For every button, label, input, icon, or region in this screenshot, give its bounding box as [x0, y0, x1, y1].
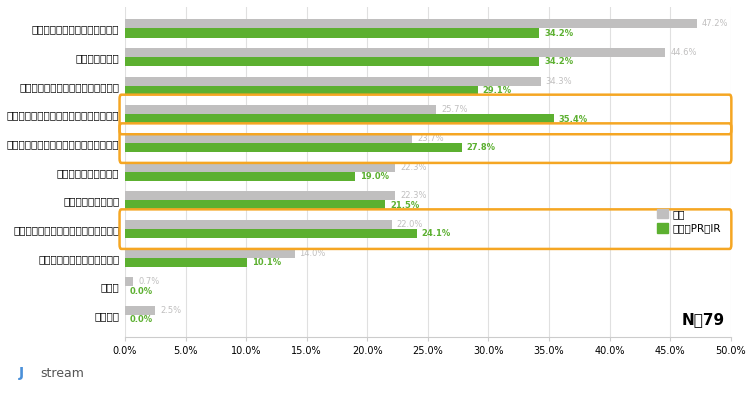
Bar	[125, 48, 666, 57]
Bar	[125, 134, 412, 143]
Bar	[125, 86, 477, 95]
Text: 29.1%: 29.1%	[483, 86, 511, 95]
Bar	[125, 191, 395, 201]
Bar	[125, 19, 697, 28]
Text: 14.0%: 14.0%	[300, 249, 326, 258]
Bar	[125, 229, 417, 238]
Text: 0.0%: 0.0%	[130, 315, 153, 324]
Bar	[125, 201, 386, 210]
Text: 10.1%: 10.1%	[252, 258, 282, 267]
Bar	[125, 258, 247, 267]
Text: 0.0%: 0.0%	[130, 287, 153, 295]
Legend: 全体, 広報・PR・IR: 全体, 広報・PR・IR	[653, 205, 726, 238]
Bar	[125, 77, 541, 86]
Bar	[125, 248, 294, 258]
Text: 34.2%: 34.2%	[544, 57, 573, 66]
Text: J: J	[19, 365, 24, 380]
Text: 24.1%: 24.1%	[422, 229, 451, 238]
Bar	[125, 143, 462, 152]
Bar	[125, 28, 539, 38]
Text: 34.2%: 34.2%	[544, 28, 573, 38]
Text: 44.6%: 44.6%	[670, 48, 697, 57]
Bar	[125, 115, 554, 124]
Text: 21.5%: 21.5%	[390, 201, 419, 210]
Text: 23.7%: 23.7%	[417, 134, 444, 143]
Text: 34.3%: 34.3%	[545, 77, 572, 86]
Bar	[125, 57, 539, 66]
Text: 47.2%: 47.2%	[702, 19, 728, 28]
Bar	[125, 277, 133, 286]
Bar	[125, 163, 395, 172]
Text: 22.3%: 22.3%	[400, 192, 426, 200]
Text: N＝79: N＝79	[681, 312, 724, 327]
Text: 25.7%: 25.7%	[441, 105, 468, 115]
Text: 22.0%: 22.0%	[396, 220, 422, 229]
Text: 22.3%: 22.3%	[400, 163, 426, 172]
Text: 27.8%: 27.8%	[467, 143, 495, 152]
Text: stream: stream	[40, 367, 84, 380]
Bar	[125, 220, 392, 229]
Text: 35.4%: 35.4%	[559, 115, 588, 124]
Text: 19.0%: 19.0%	[360, 172, 389, 181]
Bar	[125, 105, 436, 115]
Bar	[125, 306, 155, 315]
Text: 2.5%: 2.5%	[160, 306, 181, 315]
Bar	[125, 172, 355, 181]
Text: 0.7%: 0.7%	[139, 277, 160, 286]
